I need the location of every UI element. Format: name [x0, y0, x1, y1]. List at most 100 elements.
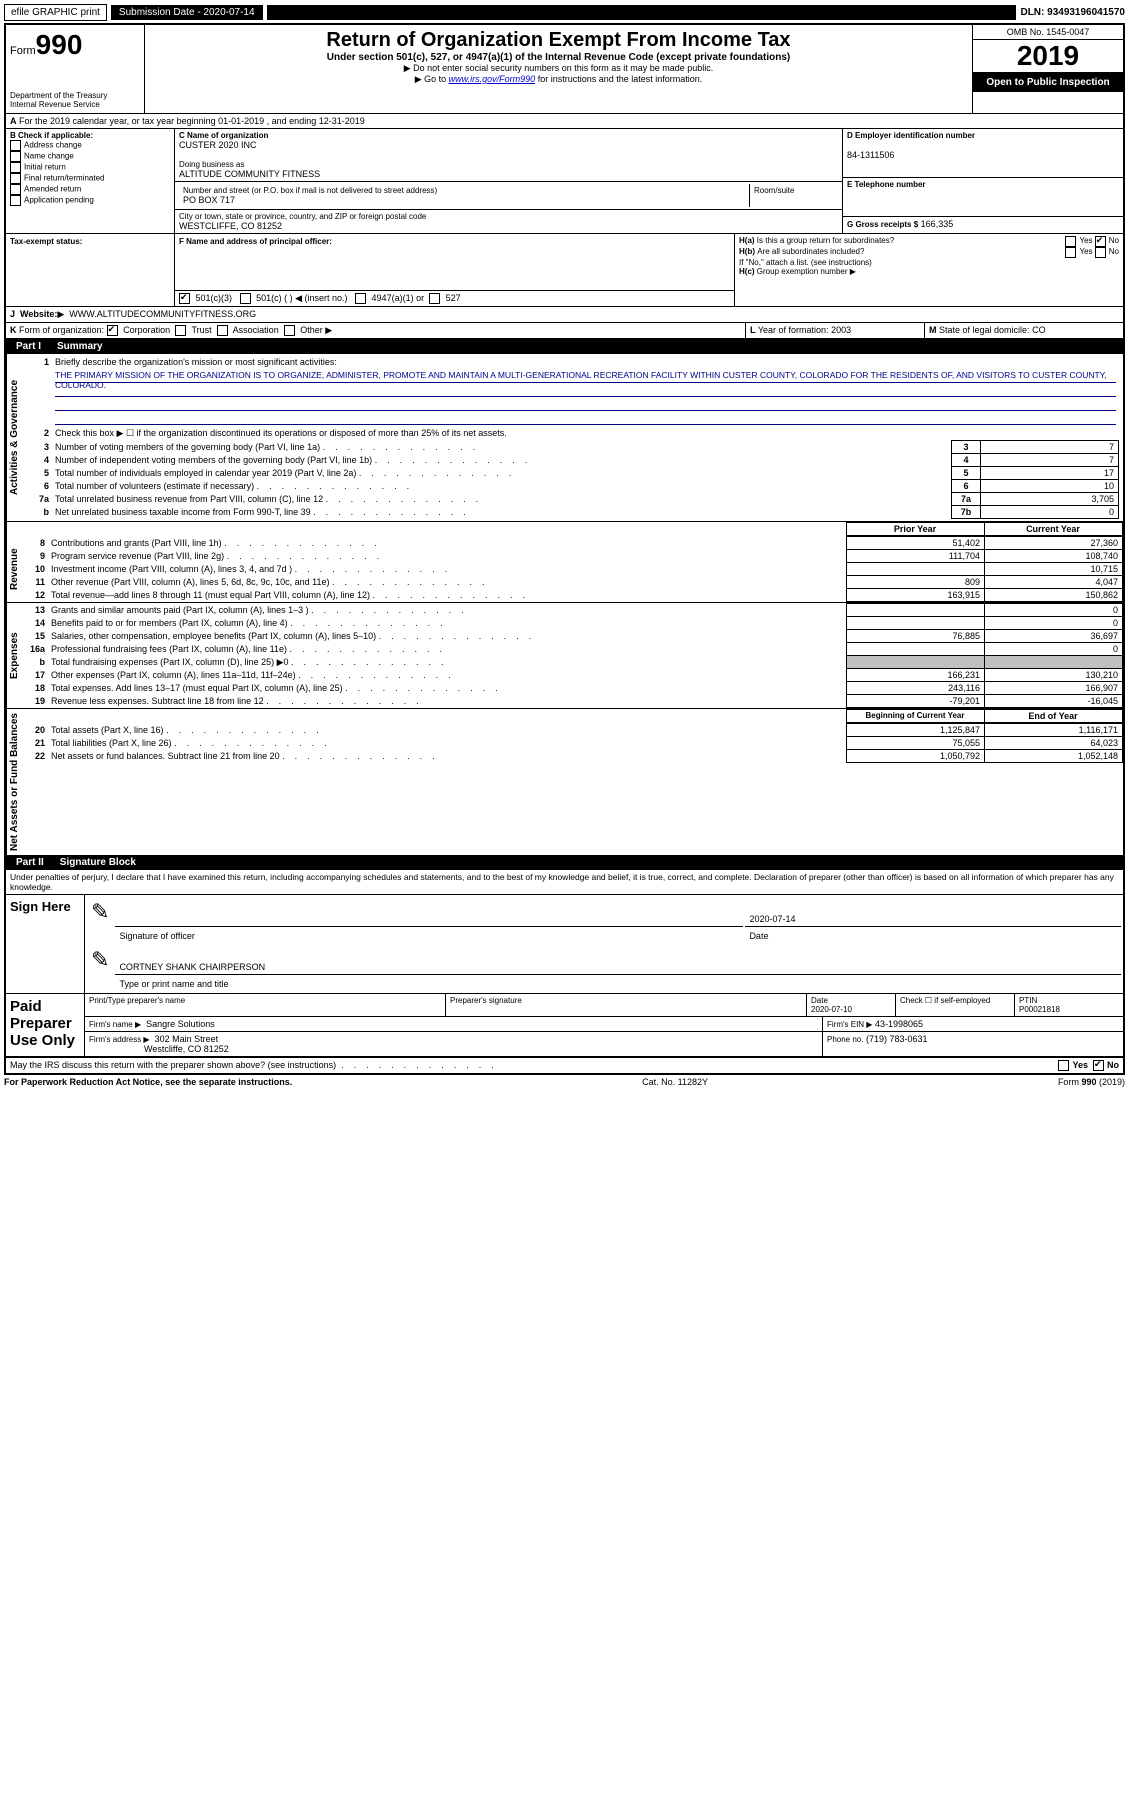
row-a: A For the 2019 calendar year, or tax yea…: [6, 114, 1123, 129]
firm-addr-label: Firm's address ▶: [89, 1035, 150, 1044]
opt-527: 527: [446, 293, 461, 303]
mission-text: THE PRIMARY MISSION OF THE ORGANIZATION …: [55, 370, 1116, 383]
room-label: Room/suite: [750, 184, 838, 207]
footer: For Paperwork Reduction Act Notice, see …: [4, 1075, 1125, 1087]
discuss-text: May the IRS discuss this return with the…: [10, 1060, 336, 1070]
form-title: Return of Organization Exempt From Incom…: [153, 29, 964, 52]
cb-trust[interactable]: [175, 325, 186, 336]
header-left: Form990 Department of the Treasury Inter…: [6, 25, 145, 113]
cb-501c[interactable]: [240, 293, 251, 304]
hb-yes[interactable]: [1065, 247, 1076, 258]
vert-spacer: [6, 522, 29, 536]
name-label: C Name of organization: [179, 131, 838, 140]
line2: Check this box ▶ ☐ if the organization d…: [52, 427, 1119, 440]
col-b-header: B Check if applicable:: [10, 131, 170, 140]
vert-expenses: Expenses: [6, 603, 22, 708]
dln: DLN: 93493196041570: [1020, 7, 1125, 18]
opt-app-pending: Application pending: [24, 196, 94, 205]
yes-label: Yes: [1079, 236, 1092, 247]
col-b: B Check if applicable: Address change Na…: [6, 129, 175, 233]
no-label: No: [1109, 236, 1119, 247]
mission-q: Briefly describe the organization's miss…: [52, 356, 1119, 368]
paid-preparer-block: Paid Preparer Use Only Print/Type prepar…: [6, 994, 1123, 1058]
part2-label: Part II: [6, 855, 54, 870]
header-center: Return of Organization Exempt From Incom…: [145, 25, 972, 113]
cb-name-change[interactable]: [10, 151, 21, 162]
firm-ein: 43-1998065: [875, 1019, 923, 1029]
gross-receipts: 166,335: [921, 219, 954, 229]
ha-yes[interactable]: [1065, 236, 1076, 247]
sig-officer-label: Signature of officer: [115, 929, 743, 943]
street-address: PO BOX 717: [183, 195, 745, 205]
opt-trust: Trust: [191, 325, 211, 335]
col-headers-row: Prior Year Current Year: [6, 522, 1123, 536]
cb-501c3[interactable]: [179, 293, 190, 304]
vert-netassets: Net Assets or Fund Balances: [6, 709, 22, 855]
cb-4947[interactable]: [355, 293, 366, 304]
ein-label: D Employer identification number: [847, 131, 1119, 140]
firm-phone-label: Phone no.: [827, 1035, 863, 1044]
m-label: State of legal domicile:: [939, 325, 1030, 335]
org-name: CUSTER 2020 INC: [179, 140, 838, 150]
cb-527[interactable]: [429, 293, 440, 304]
cb-other[interactable]: [284, 325, 295, 336]
part2-header: Part II Signature Block: [6, 855, 1123, 870]
no-label2: No: [1109, 247, 1119, 258]
cb-assoc[interactable]: [217, 325, 228, 336]
vert-revenue: Revenue: [6, 536, 22, 602]
firm-ein-label: Firm's EIN ▶: [827, 1020, 872, 1029]
prep-sig-label: Preparer's signature: [446, 994, 807, 1016]
public-inspection: Open to Public Inspection: [973, 73, 1123, 92]
self-employed-label: Check ☐ if self-employed: [896, 994, 1015, 1016]
opt-final-return: Final return/terminated: [24, 174, 104, 183]
eoy-header: End of Year: [985, 710, 1123, 723]
ha-no[interactable]: [1095, 236, 1106, 247]
discuss-no-label: No: [1107, 1060, 1119, 1071]
firm-addr2: Westcliffe, CO 81252: [144, 1044, 229, 1054]
prior-year-header: Prior Year: [847, 523, 985, 536]
header-right: OMB No. 1545-0047 2019 Open to Public In…: [972, 25, 1123, 113]
hb-no[interactable]: [1095, 247, 1106, 258]
opt-assoc: Association: [233, 325, 279, 335]
opt-4947: 4947(a)(1) or: [372, 293, 425, 303]
h-note: If "No," attach a list. (see instruction…: [739, 258, 1119, 267]
sig-date-label: Date: [745, 929, 1121, 943]
cb-address-change[interactable]: [10, 140, 21, 151]
cb-final-return[interactable]: [10, 173, 21, 184]
footer-right: Form 990 (2019): [1058, 1077, 1125, 1087]
ha-text: Is this a group return for subordinates?: [757, 236, 1066, 247]
subtitle-1: Under section 501(c), 527, or 4947(a)(1)…: [153, 52, 964, 63]
form-header: Form990 Department of the Treasury Inter…: [6, 25, 1123, 114]
netassets-table: 20Total assets (Part X, line 16)1,125,84…: [22, 723, 1123, 763]
discuss-yes[interactable]: [1058, 1060, 1069, 1071]
firm-name: Sangre Solutions: [146, 1019, 215, 1029]
city-label: City or town, state or province, country…: [179, 212, 838, 221]
opt-initial-return: Initial return: [24, 163, 66, 172]
top-bar: efile GRAPHIC print Submission Date - 20…: [4, 4, 1125, 21]
website-value: WWW.ALTITUDECOMMUNITYFITNESS.ORG: [69, 309, 256, 320]
cb-corp[interactable]: [107, 325, 118, 336]
omb-number: OMB No. 1545-0047: [973, 25, 1123, 40]
l-label: Year of formation:: [758, 325, 829, 335]
efile-button[interactable]: efile GRAPHIC print: [4, 4, 107, 21]
hc-text: Group exemption number: [757, 267, 848, 276]
form-number: 990: [36, 29, 83, 60]
spacer-bar: [267, 5, 1017, 20]
irs-label: Internal Revenue Service: [10, 100, 140, 109]
row-klm: K Form of organization: Corporation Trus…: [6, 323, 1123, 339]
firm-addr1: 302 Main Street: [155, 1034, 219, 1044]
expenses-table: 13Grants and similar amounts paid (Part …: [22, 603, 1123, 708]
instructions-link[interactable]: www.irs.gov/Form990: [449, 74, 536, 84]
bcd-grid: B Check if applicable: Address change Na…: [6, 129, 1123, 234]
opt-other: Other: [300, 325, 323, 335]
cb-amended[interactable]: [10, 184, 21, 195]
cb-initial-return[interactable]: [10, 162, 21, 173]
firm-name-label: Firm's name ▶: [89, 1020, 141, 1029]
fh-row: Tax-exempt status: F Name and address of…: [6, 234, 1123, 307]
footer-mid: Cat. No. 11282Y: [642, 1077, 708, 1087]
submission-date: Submission Date - 2020-07-14: [111, 5, 263, 20]
discuss-no[interactable]: [1093, 1060, 1104, 1071]
cb-app-pending[interactable]: [10, 195, 21, 206]
activities-rows: 3Number of voting members of the governi…: [26, 440, 1119, 519]
opt-501c3: 501(c)(3): [196, 293, 233, 303]
